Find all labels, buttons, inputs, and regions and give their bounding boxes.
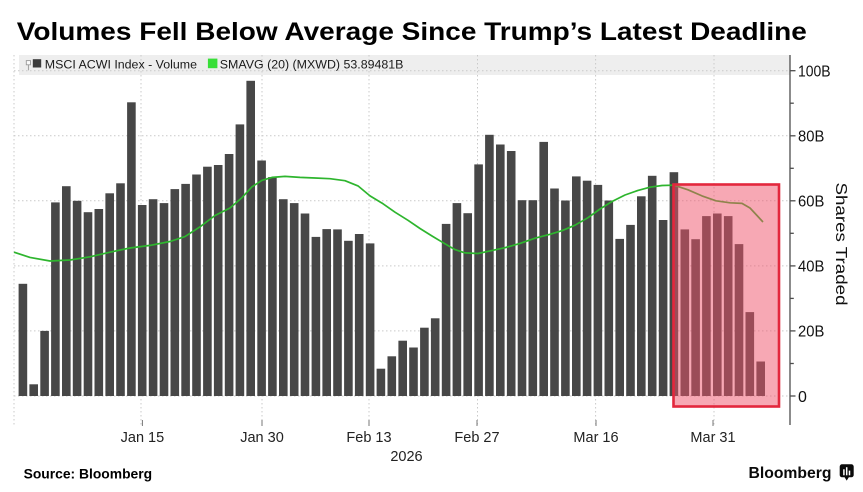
svg-text:SMAVG (20) (MXWD) 53.89481B: SMAVG (20) (MXWD) 53.89481B	[220, 57, 404, 71]
svg-text:Jan 15: Jan 15	[121, 430, 165, 446]
svg-text:40B: 40B	[798, 259, 824, 276]
svg-text:Feb 27: Feb 27	[454, 430, 499, 446]
svg-text:Feb 13: Feb 13	[346, 430, 391, 446]
svg-text:Shares Traded: Shares Traded	[832, 183, 849, 306]
svg-text:100B: 100B	[798, 64, 831, 81]
svg-text:60B: 60B	[798, 194, 824, 211]
svg-text:80B: 80B	[798, 129, 824, 146]
svg-text:0: 0	[798, 389, 807, 406]
svg-text:MSCI ACWI Index - Volume: MSCI ACWI Index - Volume	[45, 57, 197, 71]
svg-text:Jan 30: Jan 30	[240, 430, 284, 446]
svg-text:Volumes Fell Below Average Sin: Volumes Fell Below Average Since Trump’s…	[17, 18, 807, 46]
svg-text:20B: 20B	[798, 324, 824, 341]
svg-text:Source: Bloomberg: Source: Bloomberg	[24, 466, 153, 481]
svg-text:Mar 16: Mar 16	[573, 430, 618, 446]
svg-text:Mar 31: Mar 31	[690, 430, 735, 446]
svg-text:Bloomberg: Bloomberg	[749, 465, 832, 482]
svg-text:2026: 2026	[390, 449, 422, 465]
